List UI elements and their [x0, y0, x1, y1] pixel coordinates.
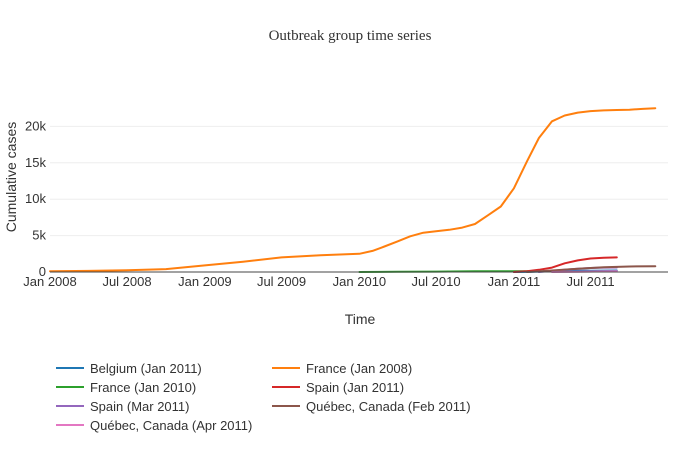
x-axis-title: Time — [345, 311, 376, 327]
legend-item[interactable]: Spain (Mar 2011) — [56, 399, 189, 414]
y-tick-label: 0 — [39, 264, 46, 279]
x-tick-label: Jul 2008 — [102, 274, 151, 289]
legend-item[interactable]: Québec, Canada (Feb 2011) — [272, 399, 471, 414]
legend-label: France (Jan 2008) — [306, 361, 412, 376]
chart-title: Outbreak group time series — [269, 28, 432, 44]
legend-label: France (Jan 2010) — [90, 380, 196, 395]
legend-item[interactable]: Spain (Jan 2011) — [272, 380, 404, 395]
series-line-5 — [526, 265, 657, 273]
x-tick-label: Jul 2009 — [257, 274, 306, 289]
y-axis-title: Cumulative cases — [3, 122, 19, 233]
series-lines — [49, 107, 657, 273]
x-tick-label: Jan 2011 — [488, 274, 541, 289]
legend-label: Québec, Canada (Apr 2011) — [90, 418, 252, 433]
legend-item[interactable]: France (Jan 2008) — [272, 361, 412, 376]
legend-item[interactable]: Québec, Canada (Apr 2011) — [56, 418, 252, 433]
y-tick-label: 15k — [25, 155, 46, 170]
y-tick-label: 20k — [25, 118, 46, 133]
grid-lines — [50, 125, 668, 237]
x-axis-ticks: Jan 2008 Jul 2008 Jan 2009 Jul 2009 Jan 2010… — [23, 274, 614, 289]
legend-label: Québec, Canada (Feb 2011) — [306, 399, 471, 414]
x-tick-label: Jan 2008 — [23, 274, 77, 289]
legend: Belgium (Jan 2011) France (Jan 2008) Franc… — [56, 361, 471, 433]
legend-item[interactable]: Belgium (Jan 2011) — [56, 361, 202, 376]
x-tick-label: Jan 2010 — [333, 274, 387, 289]
y-axis-ticks: 0 5k 10k 15k 20k — [25, 118, 46, 279]
x-tick-label: Jan 2009 — [178, 274, 232, 289]
x-tick-label: Jul 2010 — [411, 274, 460, 289]
y-tick-label: 5k — [32, 228, 46, 243]
y-tick-label: 10k — [25, 191, 46, 206]
series-line-1 — [49, 107, 657, 273]
legend-label: Belgium (Jan 2011) — [90, 361, 202, 376]
x-tick-label: Jul 2011 — [566, 274, 614, 289]
legend-label: Spain (Jan 2011) — [306, 380, 404, 395]
legend-item[interactable]: France (Jan 2010) — [56, 380, 196, 395]
legend-label: Spain (Mar 2011) — [90, 399, 189, 414]
